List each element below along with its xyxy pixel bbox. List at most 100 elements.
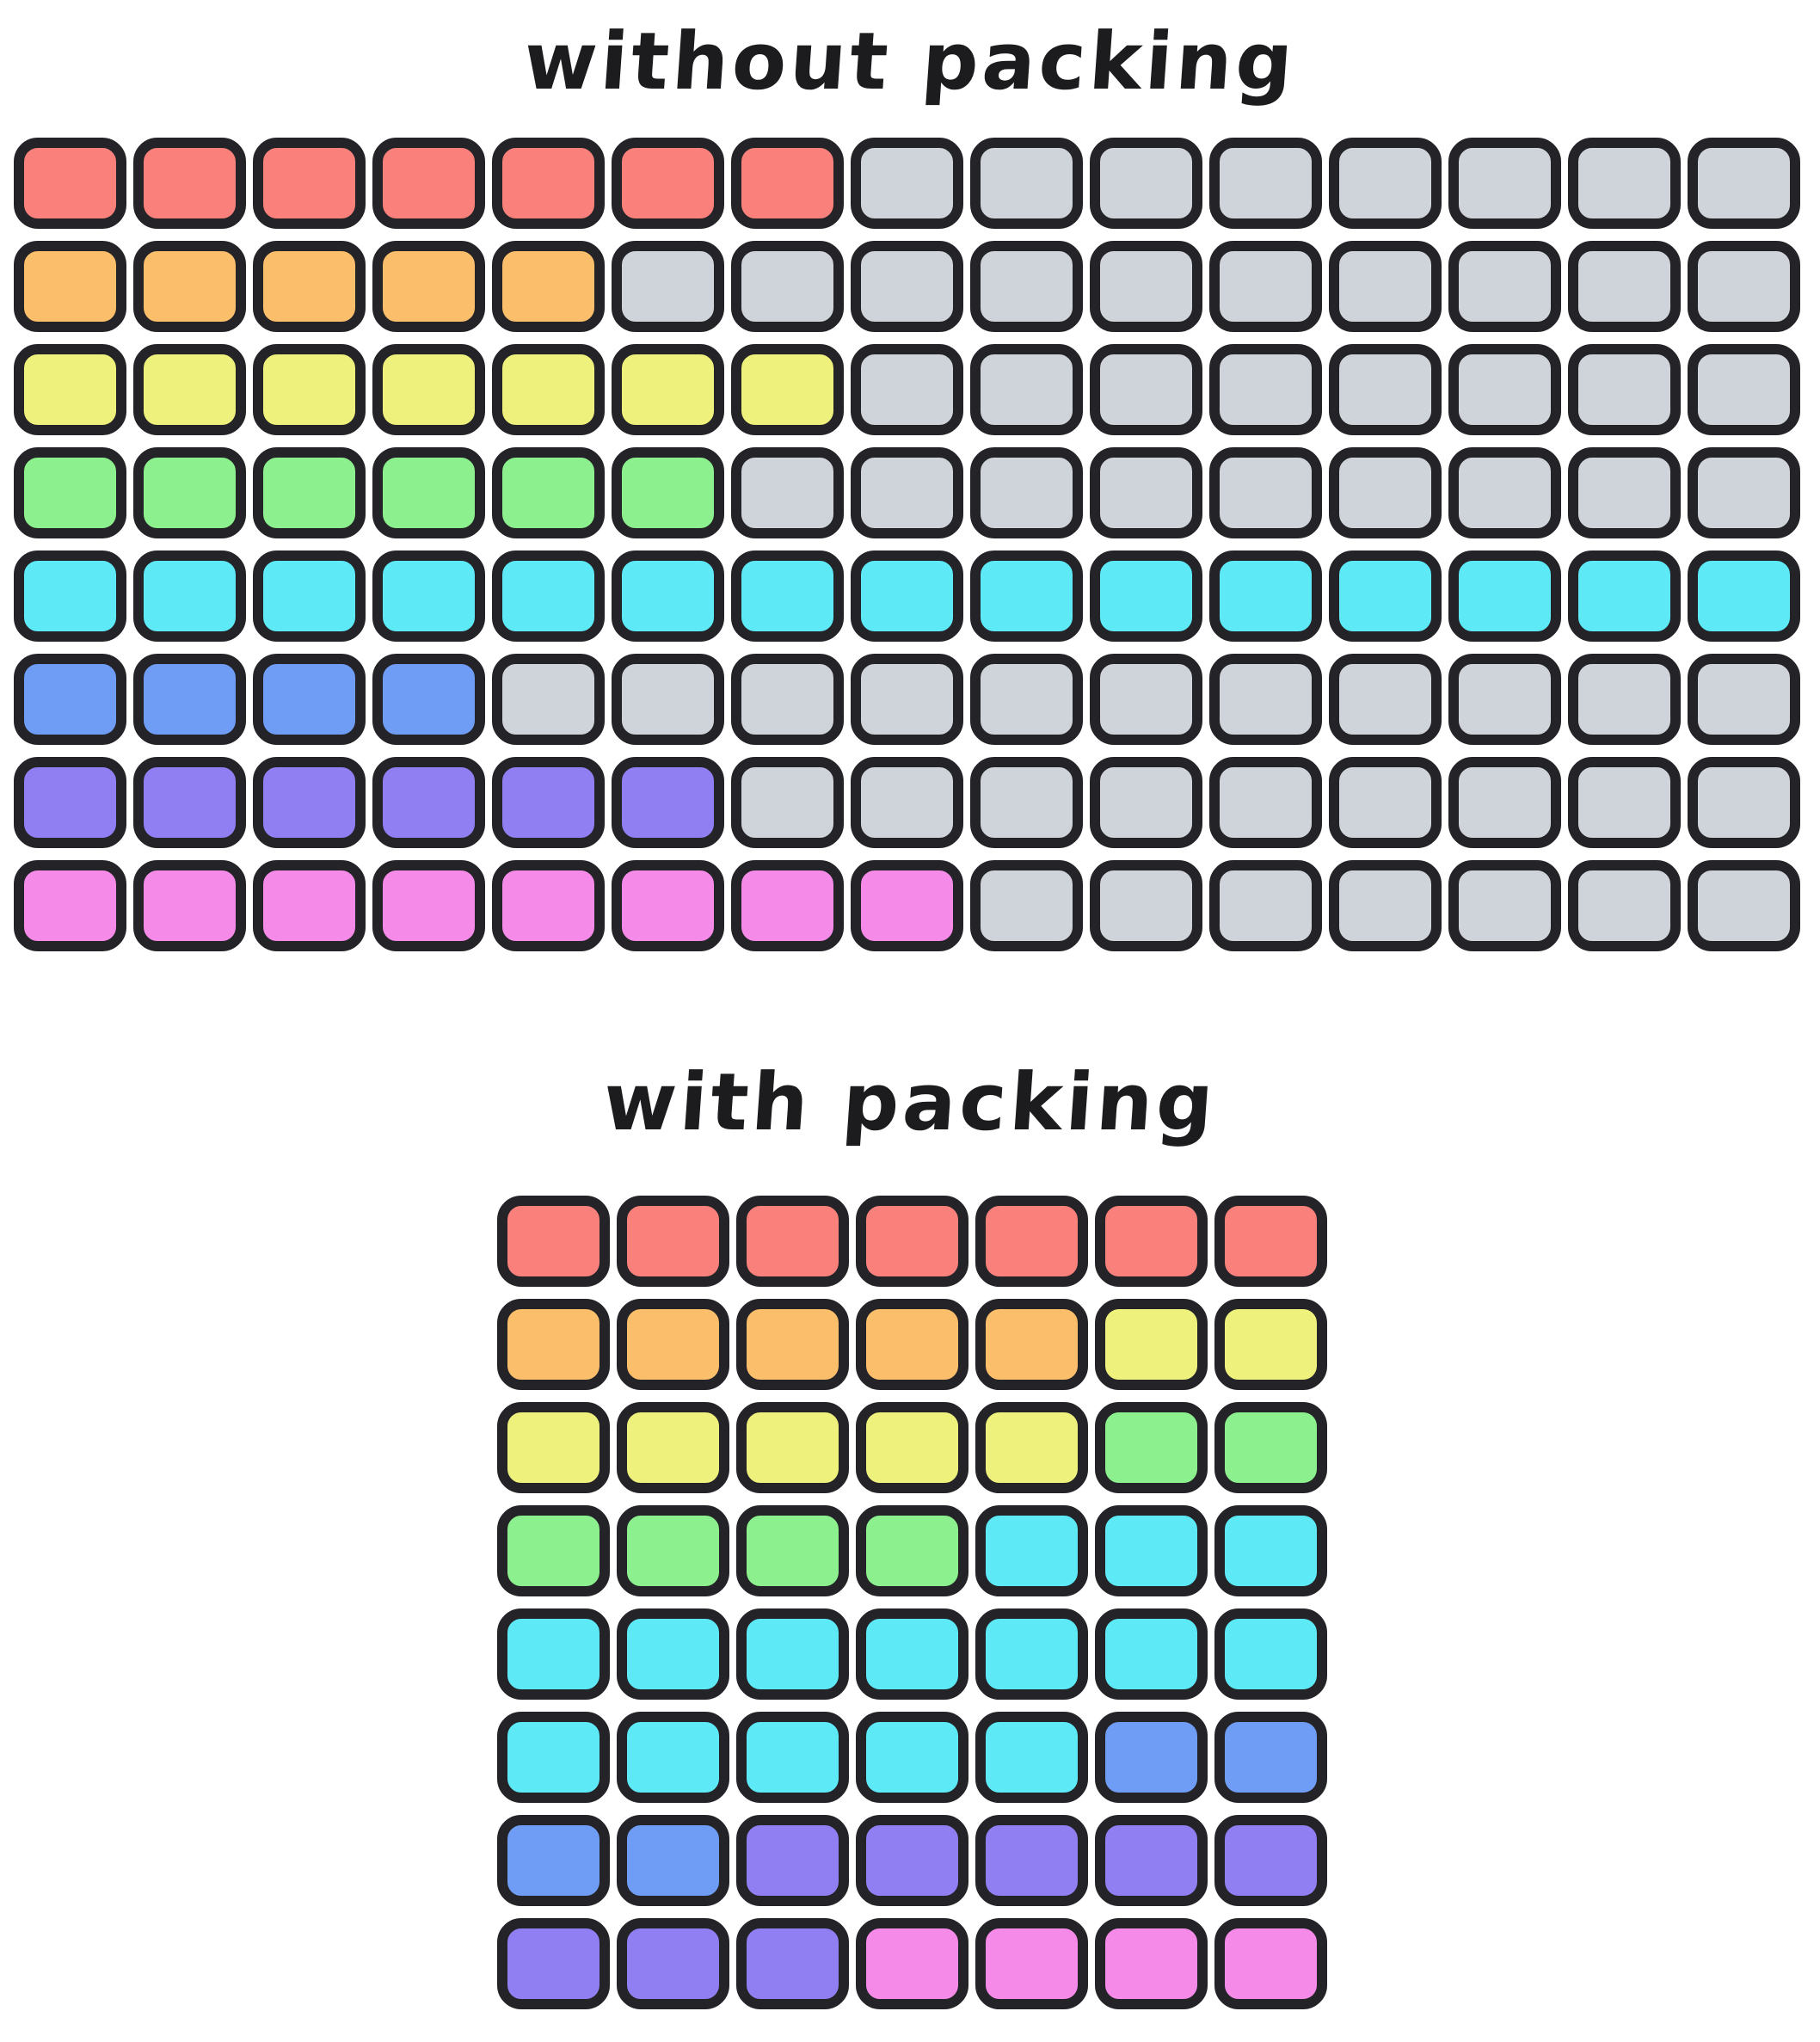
cell-pink (372, 860, 485, 951)
cell-yellow (736, 1402, 849, 1493)
cell-cyan (1448, 550, 1561, 642)
without-packing-title: without packing (520, 15, 1300, 108)
cell-empty (612, 241, 724, 332)
cell-purple (612, 757, 724, 848)
cell-cyan (497, 1608, 610, 1700)
cell-cyan (497, 1712, 610, 1803)
cell-empty (1209, 138, 1322, 229)
cell-cyan (612, 550, 724, 642)
cell-empty (612, 654, 724, 745)
cell-empty (1688, 654, 1800, 745)
cell-cyan (133, 550, 246, 642)
cell-cyan (975, 1712, 1088, 1803)
cell-purple (736, 1815, 849, 1906)
cell-cyan (975, 1608, 1088, 1700)
cell-empty (851, 344, 963, 435)
cell-cyan (617, 1712, 729, 1803)
cell-empty (1329, 344, 1442, 435)
cell-red (617, 1196, 729, 1287)
cell-empty (1090, 241, 1202, 332)
cell-pink (253, 860, 366, 951)
cell-orange (253, 241, 366, 332)
cell-yellow (497, 1402, 610, 1493)
cell-empty (1329, 860, 1442, 951)
cell-pink (975, 1918, 1088, 2009)
cell-orange (14, 241, 126, 332)
cell-empty (1209, 447, 1322, 538)
cell-empty (1448, 138, 1561, 229)
cell-orange (372, 241, 485, 332)
cell-orange (975, 1299, 1088, 1390)
cell-empty (970, 860, 1083, 951)
cell-blue (372, 654, 485, 745)
cell-empty (1688, 344, 1800, 435)
cell-empty (1329, 654, 1442, 745)
cell-blue (14, 654, 126, 745)
cell-cyan (856, 1608, 968, 1700)
cell-green (497, 1505, 610, 1596)
cell-green (372, 447, 485, 538)
cell-purple (617, 1918, 729, 2009)
cell-red (372, 138, 485, 229)
cell-empty (1568, 241, 1681, 332)
cell-blue (497, 1815, 610, 1906)
cell-red (492, 138, 605, 229)
cell-yellow (612, 344, 724, 435)
cell-green (617, 1505, 729, 1596)
cell-pink (14, 860, 126, 951)
cell-empty (1448, 860, 1561, 951)
cell-empty (851, 447, 963, 538)
cell-yellow (1095, 1299, 1208, 1390)
cell-empty (1090, 860, 1202, 951)
cell-empty (1688, 757, 1800, 848)
cell-pink (612, 860, 724, 951)
cell-empty (1329, 241, 1442, 332)
cell-green (856, 1505, 968, 1596)
cell-empty (1568, 654, 1681, 745)
cell-pink (1095, 1918, 1208, 2009)
cell-empty (1090, 654, 1202, 745)
cell-red (14, 138, 126, 229)
cell-cyan (1329, 550, 1442, 642)
cell-yellow (856, 1402, 968, 1493)
cell-red (1095, 1196, 1208, 1287)
cell-empty (1329, 447, 1442, 538)
cell-cyan (1090, 550, 1202, 642)
cell-empty (970, 447, 1083, 538)
cell-empty (1688, 860, 1800, 951)
cell-pink (492, 860, 605, 951)
cell-purple (856, 1815, 968, 1906)
cell-purple (1214, 1815, 1327, 1906)
cell-blue (133, 654, 246, 745)
cell-empty (1209, 860, 1322, 951)
cell-blue (617, 1815, 729, 1906)
cell-empty (1568, 757, 1681, 848)
cell-cyan (1568, 550, 1681, 642)
cell-empty (1448, 241, 1561, 332)
cell-empty (1448, 447, 1561, 538)
cell-green (736, 1505, 849, 1596)
cell-green (1095, 1402, 1208, 1493)
cell-pink (731, 860, 844, 951)
cell-empty (731, 241, 844, 332)
cell-empty (970, 757, 1083, 848)
cell-orange (133, 241, 246, 332)
cell-green (492, 447, 605, 538)
cell-red (975, 1196, 1088, 1287)
cell-yellow (1214, 1299, 1327, 1390)
cell-cyan (736, 1608, 849, 1700)
cell-empty (731, 447, 844, 538)
cell-cyan (1214, 1608, 1327, 1700)
cell-red (497, 1196, 610, 1287)
cell-empty (492, 654, 605, 745)
cell-empty (1448, 757, 1561, 848)
cell-cyan (14, 550, 126, 642)
cell-yellow (133, 344, 246, 435)
cell-empty (1448, 344, 1561, 435)
cell-red (1214, 1196, 1327, 1287)
cell-empty (1688, 241, 1800, 332)
cell-cyan (856, 1712, 968, 1803)
cell-cyan (970, 550, 1083, 642)
cell-orange (856, 1299, 968, 1390)
